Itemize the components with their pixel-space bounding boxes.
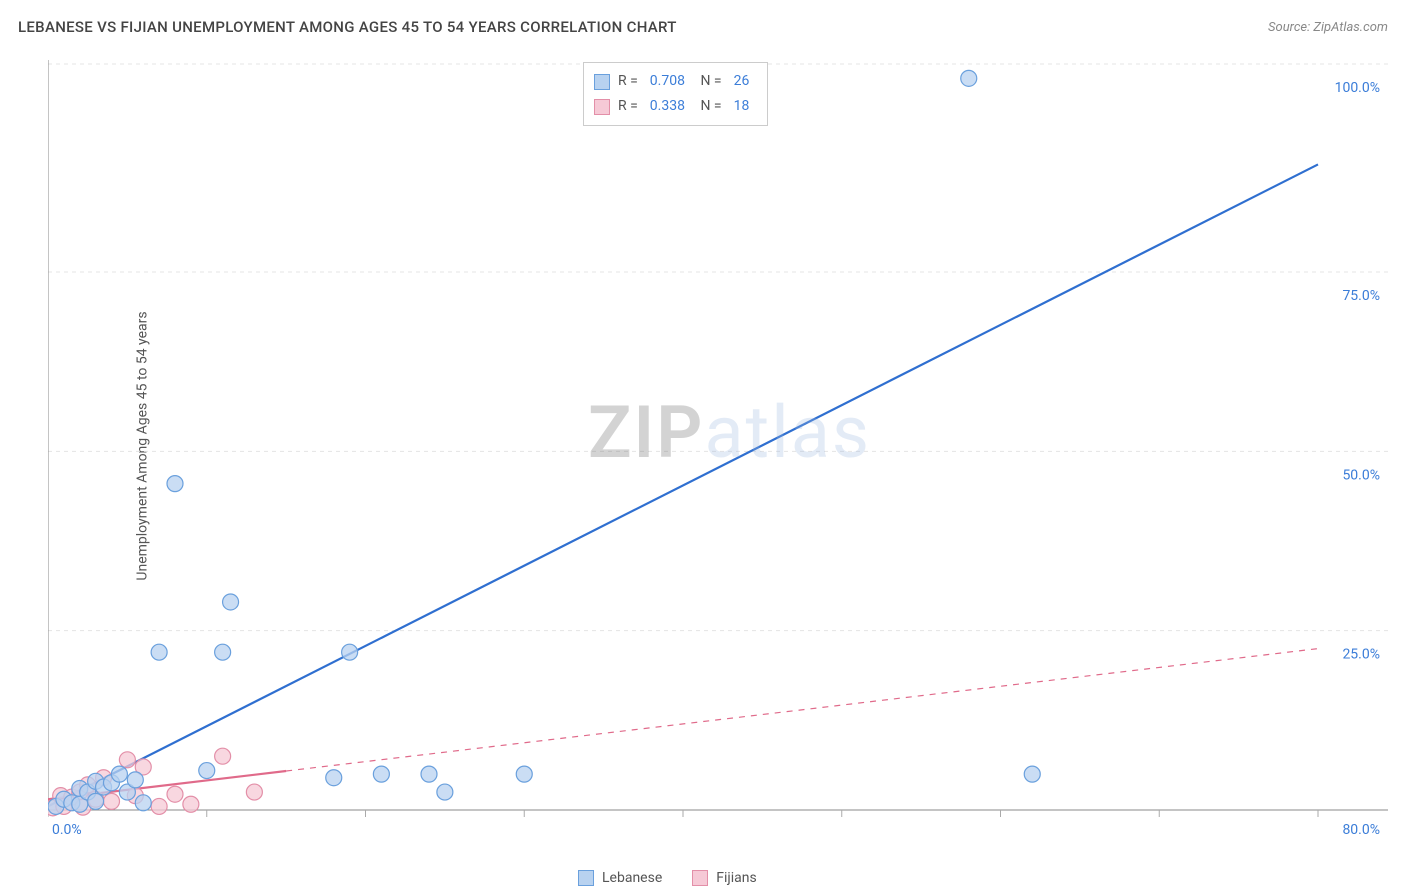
- y-tick-label: 25.0%: [1342, 647, 1380, 663]
- lebanese-point: [516, 766, 532, 782]
- lebanese-point: [326, 770, 342, 786]
- trend-line: [48, 164, 1318, 806]
- lebanese-point: [135, 795, 151, 811]
- stats-label: R =: [618, 69, 638, 94]
- fijians-point: [215, 748, 231, 764]
- lebanese-point: [421, 766, 437, 782]
- y-tick-label: 100.0%: [1335, 80, 1380, 96]
- lebanese-point: [127, 772, 143, 788]
- fijians-point: [151, 798, 167, 814]
- correlation-stats-box: R = 0.708 N = 26 R = 0.338 N = 18: [583, 62, 768, 126]
- legend-swatch-icon: [578, 870, 594, 886]
- lebanese-point: [961, 70, 977, 86]
- legend-swatch-icon: [692, 870, 708, 886]
- legend-item: Lebanese: [578, 870, 662, 886]
- lebanese-point: [373, 766, 389, 782]
- lebanese-point: [88, 793, 104, 809]
- stats-label: R =: [618, 94, 638, 119]
- legend: Lebanese Fijians: [578, 870, 757, 886]
- stats-r-value: 0.708: [650, 69, 685, 94]
- legend-label: Fijians: [716, 870, 756, 886]
- lebanese-point: [223, 594, 239, 610]
- lebanese-point: [437, 784, 453, 800]
- stats-label: N =: [697, 94, 722, 119]
- source-credit: Source: ZipAtlas.com: [1268, 20, 1388, 35]
- stats-label: N =: [697, 69, 722, 94]
- fijians-point: [246, 784, 262, 800]
- fijians-point: [167, 786, 183, 802]
- lebanese-point: [342, 644, 358, 660]
- plot-area: 25.0%50.0%75.0%100.0%0.0%80.0% ZIPatlas …: [48, 60, 1388, 840]
- fijians-point: [119, 752, 135, 768]
- lebanese-point: [1024, 766, 1040, 782]
- chart-title: LEBANESE VS FIJIAN UNEMPLOYMENT AMONG AG…: [18, 18, 677, 36]
- fijians-point: [104, 793, 120, 809]
- lebanese-point: [199, 763, 215, 779]
- scatter-chart-svg: 25.0% 50.0% 75.0% 100.0% 0.0% 80.0%: [48, 60, 1388, 840]
- legend-label: Lebanese: [602, 870, 662, 886]
- trend-line-extrapolated: [286, 649, 1318, 771]
- lebanese-point: [151, 644, 167, 660]
- fijians-point: [183, 796, 199, 812]
- stats-n-value: 18: [734, 94, 750, 119]
- stats-r-value: 0.338: [650, 94, 685, 119]
- lebanese-point: [111, 766, 127, 782]
- lebanese-point: [167, 476, 183, 492]
- y-tick-label: 50.0%: [1342, 467, 1380, 483]
- legend-item: Fijians: [692, 870, 756, 886]
- x-min-label: 0.0%: [52, 822, 82, 838]
- y-tick-label: 75.0%: [1342, 288, 1380, 304]
- stats-row-lebanese: R = 0.708 N = 26: [594, 69, 753, 94]
- lebanese-point: [215, 644, 231, 660]
- lebanese-swatch-icon: [594, 74, 610, 90]
- x-max-label: 80.0%: [1342, 822, 1380, 838]
- stats-n-value: 26: [734, 69, 750, 94]
- fijians-swatch-icon: [594, 99, 610, 115]
- stats-row-fijians: R = 0.338 N = 18: [594, 94, 753, 119]
